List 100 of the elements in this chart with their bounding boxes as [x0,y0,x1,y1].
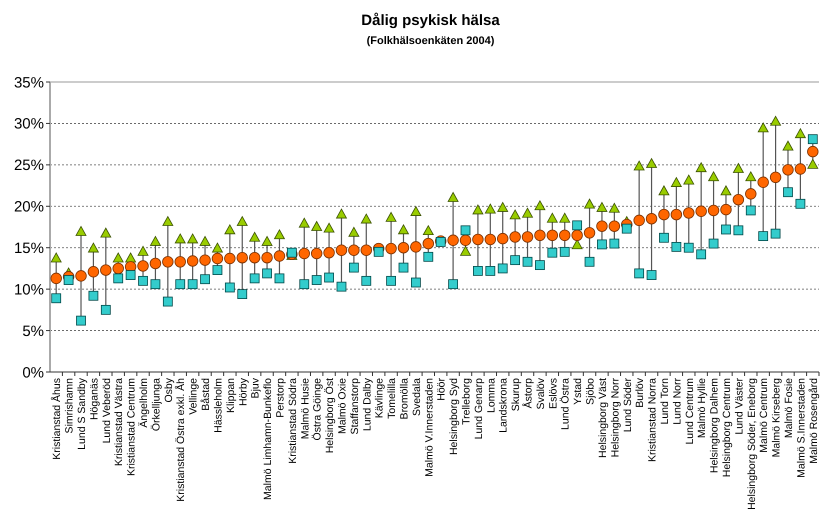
point [460,246,471,256]
x-tick-label: Höganäs [88,378,100,420]
point [76,226,86,236]
point [683,174,694,184]
y-tick-label: 35% [14,74,44,92]
point [88,242,99,252]
point [236,216,248,226]
x-tick-label: Kristianstad Åhus [50,378,64,460]
x-tick-label: Kävlinge [374,378,386,418]
point [782,140,794,151]
point [50,252,62,262]
x-tick-label: Perstorp [274,378,286,418]
point [584,198,595,209]
point [546,212,558,223]
y-tick-label: 15% [14,240,44,257]
x-tick-label: Malmö Rosengård [808,378,820,464]
x-tick-label: Svalöv [534,377,547,410]
x-tick-label: Malmö Fosie [782,378,795,438]
x-tick-label: Kristianstad Östra exkl. Åh [174,378,188,502]
point [745,171,756,182]
x-tick-label: Helsingborg Väst [596,378,609,458]
x-tick-label: Lund Torn [658,378,671,425]
x-tick-label: Malmö Hyllie [696,378,708,438]
point [472,204,484,214]
point [497,202,508,212]
point [298,218,310,228]
x-tick-label: Ängelholm [138,378,150,428]
chart-subtitle: (Folkhälsoenkäten 2004) [366,35,495,47]
point [398,224,409,234]
point [720,185,732,196]
point [670,177,682,187]
point [807,158,818,169]
x-tick-label: Örkelljunga [150,378,162,432]
x-tick-label: Eslövs [547,378,560,409]
point [162,216,174,226]
x-tick-label: Burlöv [634,377,646,408]
point [125,252,136,262]
point [658,185,670,196]
point [138,246,148,256]
point [274,229,285,240]
point [187,234,198,244]
x-tick-label: Höör [436,378,448,401]
x-tick-label: Lund Centrum [684,378,696,445]
point [732,163,744,173]
x-tick-label: Lomma [485,378,498,414]
point [484,204,496,214]
point [634,160,645,170]
x-tick-label: Kristianstad Centrum [126,378,138,476]
x-tick-label: Landskrona [498,378,510,433]
x-tick-label: Åstorp [522,378,535,408]
x-tick-label: Kristianstad Norra [646,378,659,462]
x-tick-label: Lund S Sandby [76,377,88,450]
point [212,242,223,252]
x-tick-label: Hässleholm [212,378,224,433]
point [200,236,210,246]
y-tick-label: 10% [14,281,44,298]
x-tick-label: Osby [162,377,175,403]
point [448,192,459,202]
x-tick-label: Lund Östra [560,378,572,430]
x-tick-label: Helsingborg Syd [448,378,460,456]
x-tick-label: Hörby [237,377,250,406]
x-tick-label: Malmö Limhamn-Bunkeflo [262,378,274,500]
x-tick-label: Lund Genarp [472,378,485,440]
x-tick-label: Ystad [572,378,584,405]
point [262,236,272,246]
point [510,210,521,220]
x-tick-label: Lund Söder [622,378,634,432]
x-tick-label: Kristianstad Södra [286,378,299,464]
x-tick-label: Malmö Kirseberg [770,378,783,458]
point [360,214,372,224]
point [534,200,546,210]
point [386,212,396,222]
x-tick-label: Kristianstad Västra [113,378,126,466]
x-tick-label: Helsingborg Söder, Eneborg [746,378,758,510]
x-tick-label: Vellinge [188,378,200,415]
point [794,128,806,138]
x-tick-label: Bromölla [398,378,410,420]
x-tick-label: Lund Dalby [361,377,374,432]
chart-title: Dålig psykisk hälsa [361,12,500,29]
x-tick-label: Simrishamn [64,378,76,434]
x-tick-label: Tomelilla [386,378,398,419]
x-tick-label: Östra Göinge [312,378,324,440]
x-tick-label: Trelleborg [460,378,473,425]
point [311,221,322,231]
y-tick-label: 30% [14,116,44,133]
point [249,232,260,242]
point [708,171,719,182]
x-tick-label: Lund Veberöd [100,378,113,444]
point [174,234,186,244]
x-tick-label: Helsingborg Centrum [720,378,733,478]
y-tick-label: 25% [14,157,44,174]
point [336,208,347,218]
x-tick-label: Malmö Centrum [758,378,770,453]
y-tick-label: 5% [22,322,44,340]
point [150,236,161,246]
y-tick-label: 0% [22,364,44,382]
x-tick-label: Malmö Husie [299,378,312,440]
x-tick-label: Malmö S.Innerstaden [795,378,808,478]
x-tick-label: Helsingborg Dalhem [708,378,721,474]
point [422,225,434,236]
